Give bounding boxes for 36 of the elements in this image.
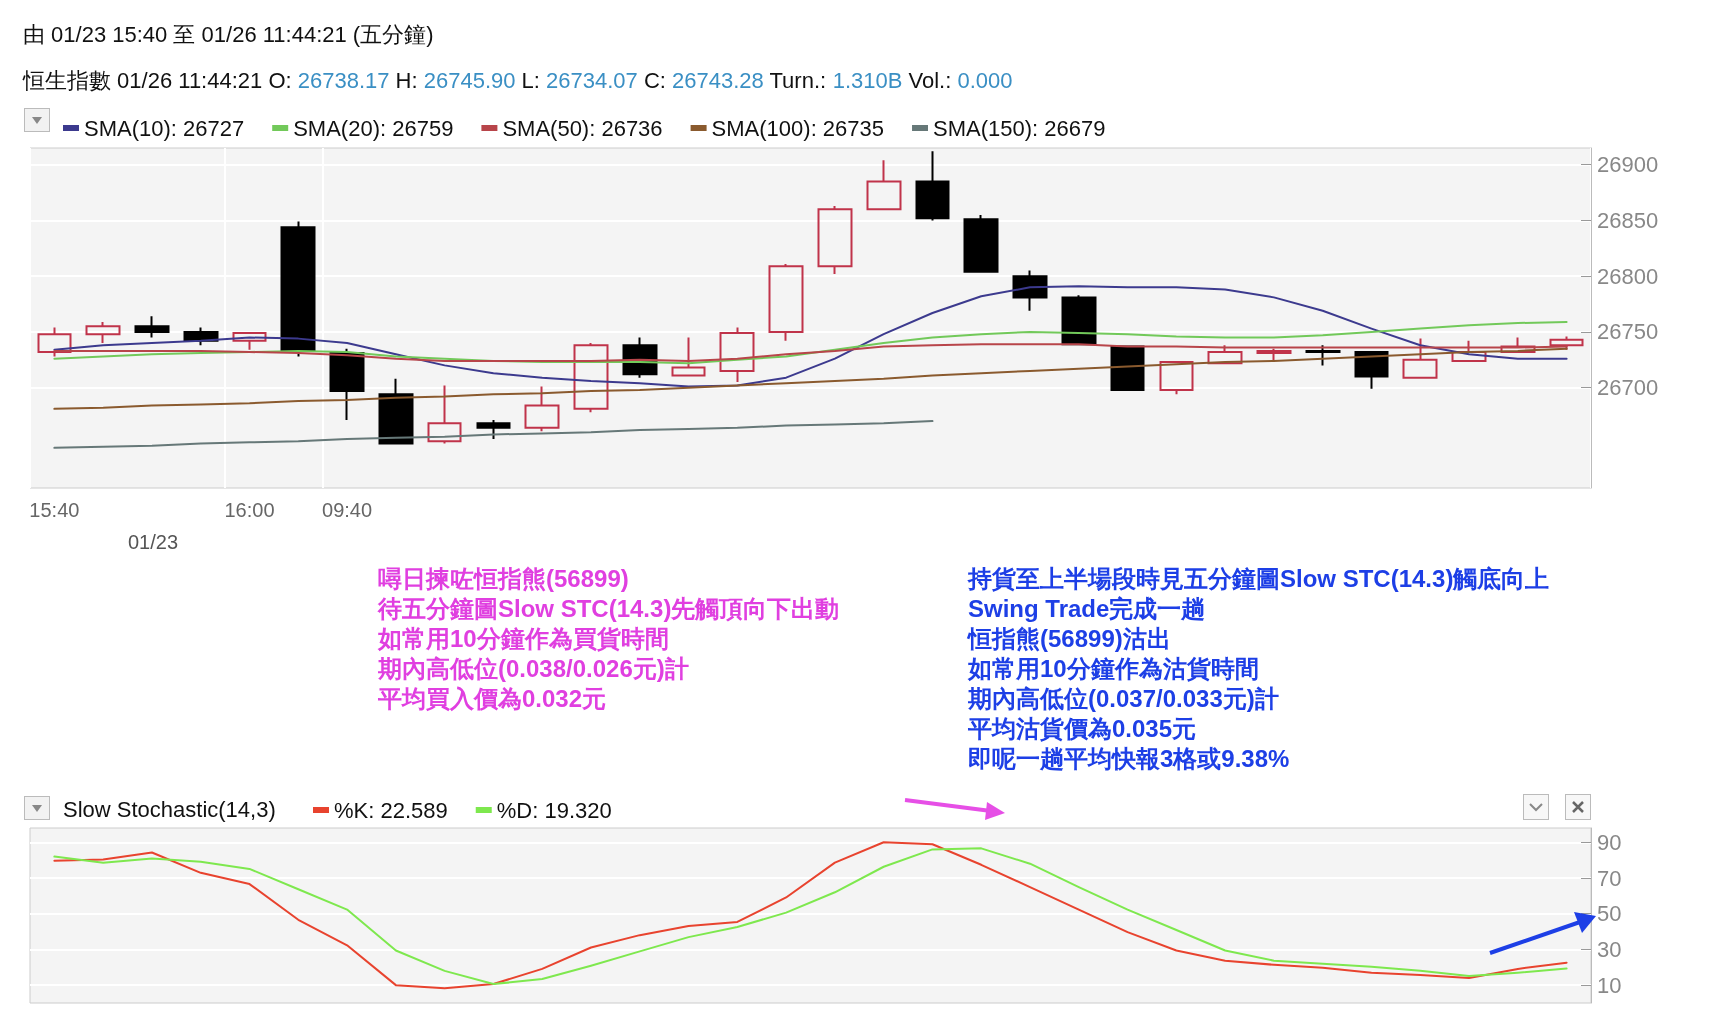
text: Swing Trade完成一趟 [968, 595, 1206, 622]
text: 持貨至上半場段時見五分鐘圖Slow STC(14.3)觸底向上 [967, 565, 1550, 592]
y-tick-label: 26800 [1597, 263, 1659, 289]
legend-label: SMA(100): 26735 [711, 115, 885, 141]
legend-label: SMA(50): 26736 [502, 115, 663, 141]
text: 期內高低位(0.037/0.033元)計 [967, 685, 1279, 712]
text: 平均沽貨價為0.035元 [967, 715, 1197, 742]
y-tick-label: 26850 [1597, 207, 1659, 233]
legend-label: SMA(20): 26759 [293, 115, 454, 141]
x-tick-label: 15:40 [29, 499, 80, 521]
legend-label: %K: 22.589 [334, 797, 448, 823]
y-tick-label: 26700 [1597, 375, 1659, 401]
text: 如常用10分鐘作為沽貨時間 [967, 655, 1259, 682]
legend-label: SMA(150): 26679 [933, 115, 1106, 141]
y-tick-label: 90 [1597, 829, 1622, 855]
text: 期內高低位(0.038/0.026元)計 [377, 655, 689, 682]
legend-label: SMA(10): 26727 [84, 115, 245, 141]
text: 待五分鐘圖Slow STC(14.3)先觸頂向下出動 [377, 595, 840, 622]
x-tick-label: 09:40 [322, 499, 373, 521]
text: 噚日揀咗恒指熊(56899) [378, 565, 629, 592]
text: 恒生指數 01/26 11:44:21 O: 26738.17 H: 26745.90 L: 26734.07 C: 26743.28 Turn.: 1.310B Vol.: 0.000 [23, 67, 1013, 93]
text: 即呢一趟平均快報3格或9.38% [968, 745, 1290, 772]
y-tick-label: 10 [1597, 972, 1622, 998]
y-tick-label: 30 [1597, 936, 1622, 962]
chart-title: Slow Stochastic(14,3) [63, 796, 276, 822]
text: 平均買入價為0.032元 [377, 685, 607, 712]
y-tick-label: 26750 [1597, 319, 1659, 345]
text: 如常用10分鐘作為買貨時間 [377, 625, 669, 652]
y-tick-label: 70 [1597, 865, 1622, 891]
chart-title: 由 01/23 15:40 至 01/26 11:44:21 (五分鐘) [23, 21, 434, 47]
y-tick-label: 26900 [1597, 152, 1659, 178]
text: 01/23 [128, 530, 179, 553]
x-tick-label: 16:00 [224, 499, 275, 521]
text: 恒指熊(56899)沽出 [966, 625, 1171, 652]
legend-label: %D: 19.320 [496, 797, 612, 823]
y-tick-label: 50 [1597, 901, 1622, 927]
